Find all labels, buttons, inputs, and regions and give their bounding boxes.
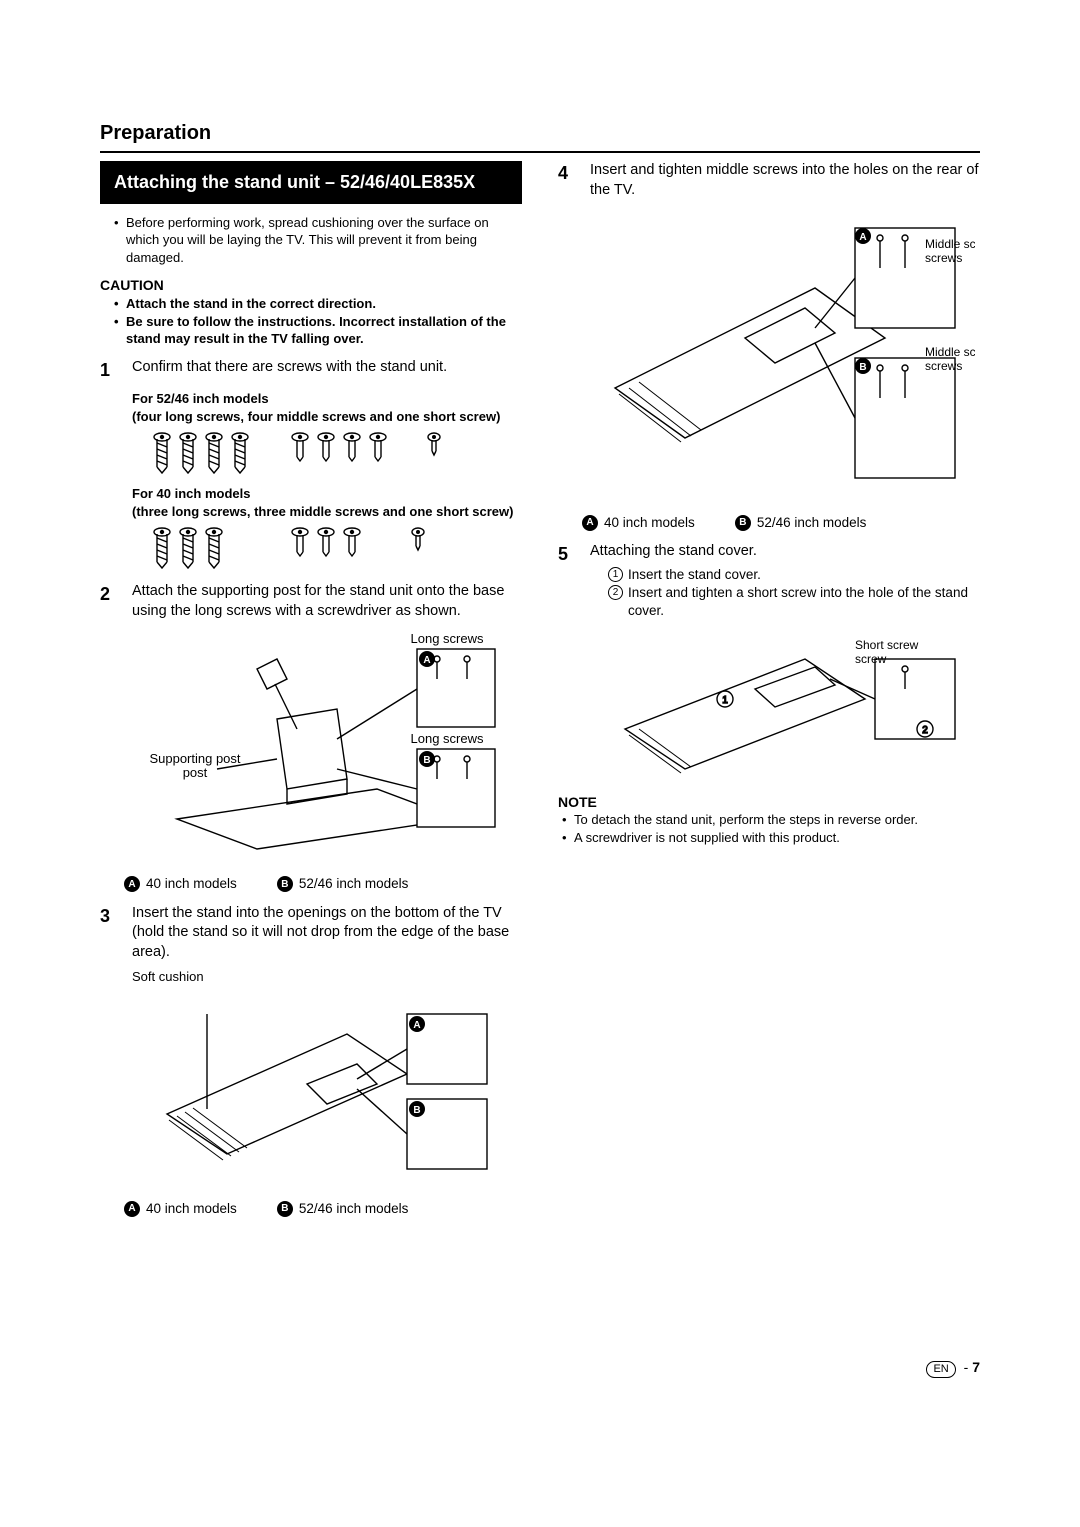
svg-text:screw: screw (855, 652, 887, 666)
badge-b-icon: B (735, 515, 751, 531)
left-column: Attaching the stand unit – 52/46/40LE835… (100, 161, 522, 1218)
legend-a-text: 40 inch models (604, 514, 695, 532)
screws-row-40 (100, 526, 522, 572)
step-5: 5 Attaching the stand cover. 1 Insert the… (558, 542, 980, 620)
svg-text:B: B (413, 1105, 420, 1116)
svg-text:A: A (859, 232, 866, 243)
short-screw-label: Short screw (855, 638, 919, 652)
step2-diagram: A B Long screws Long screws Supporting p… (132, 629, 522, 869)
svg-text:B: B (859, 362, 866, 373)
legend-step2: A 40 inch models B 52/46 inch models (124, 875, 522, 893)
legend-step3: A 40 inch models B 52/46 inch models (124, 1200, 522, 1218)
middle-screws-label: Middle screws (925, 345, 975, 359)
caution-list: Attach the stand in the correct directio… (100, 295, 522, 348)
page-footer: EN - 7 (100, 1358, 980, 1378)
substep-2-text: Insert and tighten a short screw into th… (628, 585, 968, 618)
badge-a-icon: A (124, 876, 140, 892)
step-number: 2 (100, 582, 118, 621)
substep-2: 2 Insert and tighten a short screw into t… (608, 584, 980, 620)
badge-b-icon: B (277, 876, 293, 892)
legend-step4: A 40 inch models B 52/46 inch models (582, 514, 980, 532)
step4-diagram: A B Middle screws screws Middle screws s… (590, 208, 980, 508)
note-list: To detach the stand unit, perform the st… (558, 811, 980, 846)
circled-2-icon: 2 (608, 585, 623, 600)
footer-sep: - (964, 1359, 969, 1375)
legend-a: A 40 inch models (124, 1200, 237, 1218)
long-screws-icon (148, 431, 258, 477)
legend-a-text: 40 inch models (146, 1200, 237, 1218)
svg-text:2: 2 (922, 725, 928, 736)
page: Preparation Attaching the stand unit – 5… (100, 120, 980, 1378)
badge-a-icon: A (582, 515, 598, 531)
step3-diagram: A B (132, 994, 522, 1194)
step-text: Attaching the stand cover. 1 Insert the s… (590, 542, 980, 620)
page-number: 7 (972, 1359, 980, 1375)
legend-b: B 52/46 inch models (735, 514, 867, 532)
middle-screws-label: Middle screws (925, 237, 975, 251)
middle-screws-icon (286, 431, 396, 477)
step1-sub-b: For 40 inch models (three long screws, t… (100, 485, 522, 520)
step-1: 1 Confirm that there are screws with the… (100, 358, 522, 382)
svg-text:screws: screws (925, 359, 962, 373)
step-2: 2 Attach the supporting post for the sta… (100, 582, 522, 621)
legend-a: A 40 inch models (582, 514, 695, 532)
note-heading: NOTE (558, 793, 980, 812)
step-text: Insert and tighten middle screws into th… (590, 161, 980, 200)
two-column-layout: Attaching the stand unit – 52/46/40LE835… (100, 161, 980, 1218)
svg-text:A: A (413, 1020, 420, 1031)
long-screws-label: Long screws (411, 731, 484, 746)
right-column: 4 Insert and tighten middle screws into … (558, 161, 980, 1218)
badge-a-icon: A (124, 1201, 140, 1217)
caution-heading: CAUTION (100, 276, 522, 295)
legend-a: A 40 inch models (124, 875, 237, 893)
step-number: 4 (558, 161, 576, 200)
legend-b: B 52/46 inch models (277, 875, 409, 893)
step-number: 5 (558, 542, 576, 620)
intro-bullet: Before performing work, spread cushionin… (114, 214, 522, 267)
legend-b-text: 52/46 inch models (299, 875, 409, 893)
step5-substeps: 1 Insert the stand cover. 2 Insert and tig… (590, 566, 980, 621)
substep-1: 1 Insert the stand cover. (608, 566, 980, 584)
legend-b-text: 52/46 inch models (757, 514, 867, 532)
step5-diagram: 1 2 Short screw screw (590, 629, 980, 779)
short-screw-icon (424, 431, 448, 477)
intro-bullets: Before performing work, spread cushionin… (100, 214, 522, 267)
long-screws-icon (148, 526, 232, 572)
step-text: Insert the stand into the openings on th… (132, 904, 522, 963)
screws-row-5246 (100, 431, 522, 477)
soft-cushion-label: Soft cushion (132, 968, 522, 986)
lang-badge: EN (926, 1361, 955, 1378)
step1-sub-a: For 52/46 inch models (four long screws,… (100, 390, 522, 425)
step-number: 3 (100, 904, 118, 963)
legend-a-text: 40 inch models (146, 875, 237, 893)
svg-text:post: post (183, 765, 208, 780)
step5-title: Attaching the stand cover. (590, 543, 757, 559)
step-number: 1 (100, 358, 118, 382)
subsection-heading: Attaching the stand unit – 52/46/40LE835… (100, 161, 522, 204)
supporting-post-label: Supporting post (149, 751, 240, 766)
substep-1-text: Insert the stand cover. (628, 567, 761, 582)
badge-b-icon: B (277, 1201, 293, 1217)
middle-screws-icon (286, 526, 370, 572)
svg-text:screws: screws (925, 251, 962, 265)
note-item: A screwdriver is not supplied with this … (562, 829, 980, 847)
step-3: 3 Insert the stand into the openings on … (100, 904, 522, 963)
section-title: Preparation (100, 120, 980, 153)
short-screw-icon (408, 526, 432, 572)
caution-item: Be sure to follow the instructions. Inco… (114, 313, 522, 348)
note-item: To detach the stand unit, perform the st… (562, 811, 980, 829)
legend-b: B 52/46 inch models (277, 1200, 409, 1218)
svg-text:1: 1 (722, 695, 728, 706)
circled-1-icon: 1 (608, 567, 623, 582)
step-4: 4 Insert and tighten middle screws into … (558, 161, 980, 200)
svg-text:B: B (423, 755, 430, 766)
legend-b-text: 52/46 inch models (299, 1200, 409, 1218)
long-screws-label: Long screws (411, 631, 484, 646)
caution-item: Attach the stand in the correct directio… (114, 295, 522, 313)
svg-text:A: A (423, 655, 430, 666)
step-text: Confirm that there are screws with the s… (132, 358, 522, 382)
step-text: Attach the supporting post for the stand… (132, 582, 522, 621)
